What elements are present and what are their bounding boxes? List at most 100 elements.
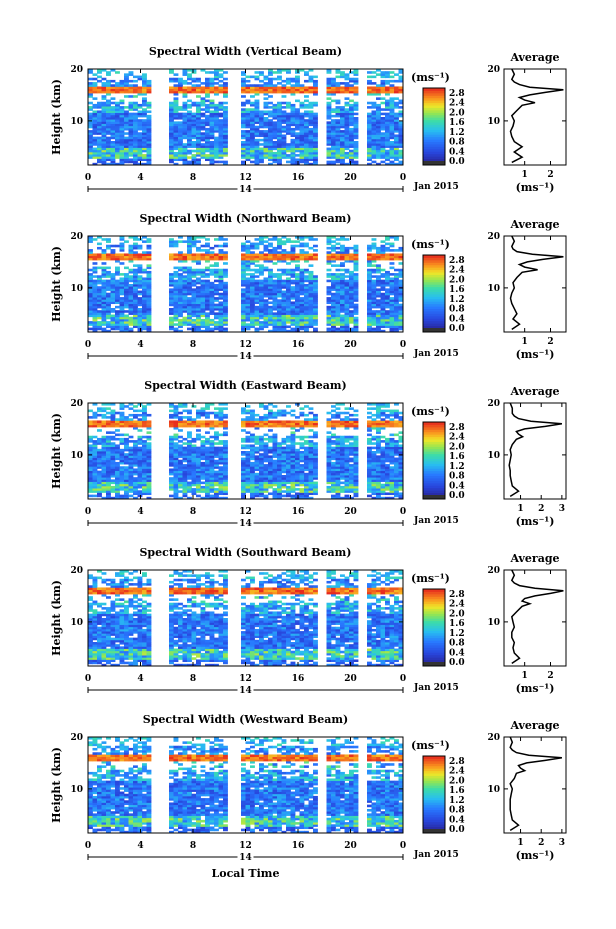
- heatmap-cell: [299, 103, 305, 107]
- average-title: Average: [509, 51, 559, 64]
- heatmap-cell: [304, 119, 309, 122]
- heatmap-cell: [349, 84, 354, 87]
- heatmap-cell: [349, 297, 354, 300]
- heatmap-cell: [250, 156, 255, 159]
- heatmap-cell: [385, 279, 390, 283]
- heatmap-cell: [97, 477, 102, 480]
- heatmap-cell: [304, 121, 309, 124]
- heatmap-cell: [385, 138, 390, 142]
- heatmap-cell: [187, 303, 192, 307]
- heatmap-cell: [110, 255, 116, 259]
- heatmap-cell: [218, 84, 224, 87]
- heatmap-cell: [398, 154, 404, 157]
- heatmap-cell: [92, 485, 98, 489]
- x-tick-label: 16: [292, 340, 305, 350]
- heatmap-cell: [218, 490, 224, 493]
- heatmap-cell: [218, 286, 224, 289]
- heatmap-cell: [110, 301, 116, 305]
- heatmap-cell: [205, 422, 210, 426]
- heatmap-cell: [313, 308, 318, 311]
- heatmap-cell: [97, 305, 102, 309]
- heatmap-cell: [241, 143, 246, 146]
- heatmap-cell: [268, 123, 273, 127]
- heatmap-cell: [218, 477, 224, 480]
- heatmap-cell: [268, 71, 273, 74]
- heatmap-cell: [385, 121, 390, 124]
- heatmap-cell: [110, 127, 116, 131]
- heatmap-cell: [106, 435, 111, 439]
- heatmap-cell: [146, 141, 152, 144]
- heatmap-cell: [308, 130, 314, 133]
- heatmap-cell: [218, 492, 224, 496]
- heatmap-cell: [290, 314, 296, 318]
- heatmap-cell: [349, 286, 354, 289]
- heatmap-cell: [88, 88, 93, 92]
- heatmap-cell: [205, 242, 210, 246]
- heatmap-cell: [173, 308, 179, 311]
- heatmap-cell: [308, 297, 314, 300]
- heatmap-cell: [209, 470, 215, 474]
- heatmap-cell: [209, 130, 215, 133]
- heatmap-cell: [110, 290, 116, 294]
- heatmap-cell: [173, 108, 179, 111]
- heatmap-cell: [146, 424, 152, 428]
- heatmap-cell: [394, 321, 399, 324]
- heatmap-cell: [178, 420, 183, 424]
- heatmap-cell: [133, 318, 138, 322]
- heatmap-cell: [268, 141, 273, 144]
- heatmap-cell: [92, 435, 98, 439]
- heatmap-cell: [187, 138, 192, 142]
- heatmap-cell: [259, 132, 264, 135]
- heatmap-cell: [218, 103, 224, 107]
- heatmap-cell: [263, 145, 269, 148]
- heatmap-cell: [286, 273, 291, 276]
- heatmap-cell: [110, 316, 116, 320]
- heatmap-cell: [241, 90, 246, 94]
- heatmap-cell: [133, 103, 138, 107]
- heatmap-cell: [191, 88, 197, 92]
- heatmap-cell: [344, 308, 350, 311]
- heatmap-cell: [187, 459, 192, 463]
- heatmap-cell: [308, 103, 314, 107]
- heatmap-cell: [245, 260, 251, 263]
- heatmap-cell: [268, 286, 273, 289]
- heatmap-cell: [263, 255, 269, 259]
- average-x-tick-label: 2: [547, 337, 553, 347]
- heatmap-cell: [110, 277, 116, 281]
- heatmap-cell: [394, 88, 399, 92]
- heatmap-cell: [263, 143, 269, 146]
- heatmap-cell: [146, 288, 152, 291]
- heatmap-cell: [385, 312, 390, 315]
- heatmap-cell: [349, 321, 354, 324]
- heatmap-cell: [254, 75, 260, 79]
- heatmap-cell: [97, 294, 102, 298]
- heatmap-cell: [187, 244, 192, 248]
- heatmap-cell: [200, 154, 206, 157]
- heatmap-cell: [299, 134, 305, 138]
- heatmap-cell: [110, 288, 116, 291]
- heatmap-cell: [169, 284, 174, 287]
- heatmap-cell: [187, 145, 192, 148]
- heatmap-cell: [88, 470, 93, 474]
- heatmap-cell: [380, 255, 386, 259]
- heatmap-cell: [178, 299, 183, 302]
- heatmap-cell: [259, 158, 264, 162]
- heatmap-cell: [187, 455, 192, 458]
- x-tick-label: 8: [190, 173, 196, 183]
- heatmap-cell: [187, 151, 192, 155]
- heatmap-cell: [191, 451, 197, 454]
- heatmap-cell: [182, 260, 188, 263]
- heatmap-cell: [110, 485, 116, 489]
- heatmap-cell: [367, 134, 372, 138]
- heatmap-cell: [263, 117, 269, 120]
- heatmap-cell: [173, 444, 179, 448]
- heatmap-cell: [335, 138, 341, 142]
- heatmap-cell: [290, 292, 296, 296]
- heatmap-cell: [353, 284, 359, 287]
- heatmap-cell: [169, 494, 174, 498]
- heatmap-cell: [385, 114, 390, 118]
- heatmap-cell: [250, 273, 255, 276]
- heatmap-cell: [385, 154, 390, 157]
- heatmap-cell: [272, 84, 278, 87]
- x-tick-label: 20: [344, 340, 357, 350]
